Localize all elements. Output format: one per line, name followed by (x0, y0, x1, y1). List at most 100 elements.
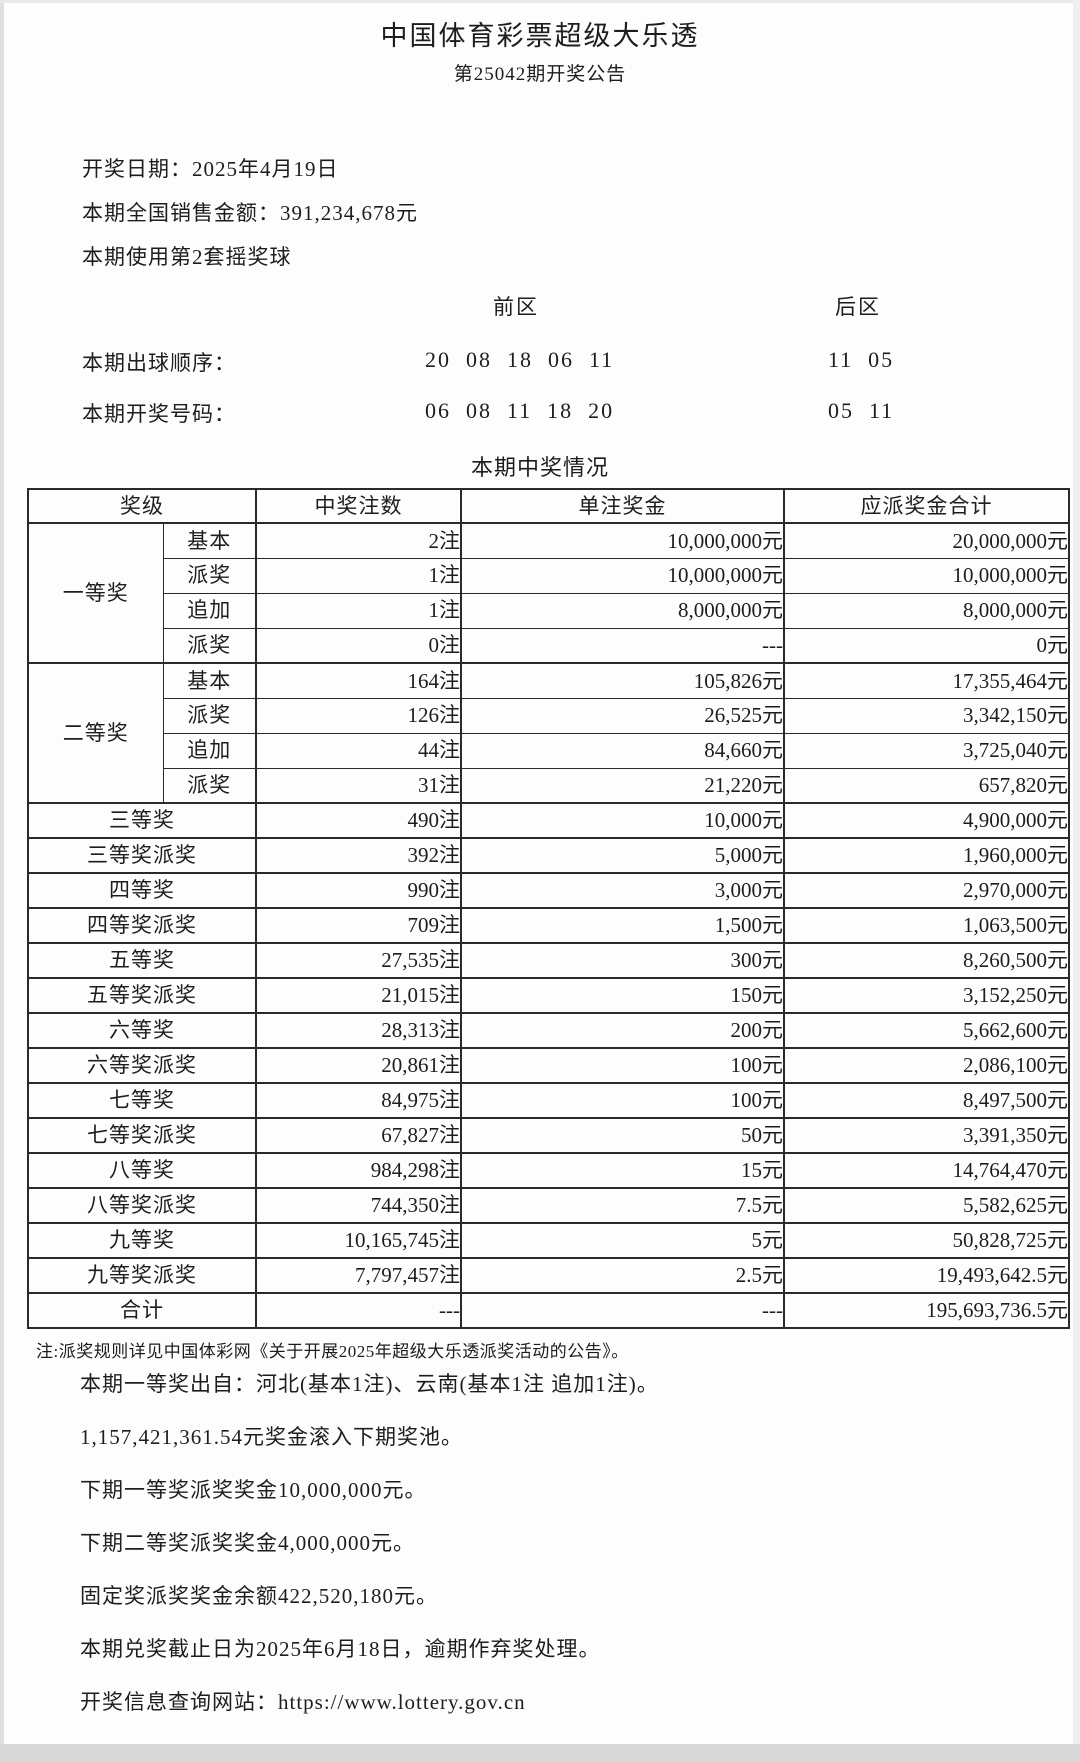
header-count: 中奖注数 (255, 488, 462, 524)
table-row: 四等奖 990注 3,000元 2,970,000元 (27, 872, 1070, 909)
level-cell: 八等奖派奖 (27, 1187, 257, 1224)
rear-zone-numbers: 05 11 (828, 398, 895, 423)
table-row: 九等奖派奖 7,797,457注 2.5元 19,493,642.5元 (27, 1257, 1070, 1294)
count-cell: 0注 (255, 627, 462, 664)
total-cell: 2,086,100元 (783, 1047, 1070, 1084)
count-cell: --- (255, 1292, 462, 1329)
level-cell: 三等奖 (27, 802, 257, 839)
level-cell: 七等奖派奖 (27, 1117, 257, 1154)
front-zone-numbers: 06 08 11 18 20 (425, 398, 615, 423)
count-cell: 126注 (255, 697, 462, 734)
table-row: 派奖 126注 26,525元 3,342,150元 (28, 697, 1070, 734)
table-note: 注:派奖规则详见中国体彩网《关于开展2025年超级大乐透派奖活动的公告》。 (36, 1342, 629, 1361)
count-cell: 164注 (255, 662, 462, 699)
count-cell: 28,313注 (255, 1012, 462, 1049)
total-cell: 8,497,500元 (783, 1082, 1070, 1119)
level-cell: 四等奖派奖 (27, 907, 257, 944)
draw-row-label: 本期开奖号码： (82, 402, 236, 426)
level-cell: 一等奖 (27, 522, 164, 664)
subtype-cell: 基本 (162, 662, 257, 699)
subtype-cell: 派奖 (162, 767, 257, 804)
draw-row: 本期开奖号码： 06 08 11 18 20 05 11 (0, 398, 1080, 449)
info-line: 本期使用第2套摇奖球 (82, 245, 292, 269)
prize-cell: 105,826元 (460, 662, 785, 699)
prize-cell: 15元 (460, 1152, 785, 1189)
total-cell: 20,000,000元 (783, 522, 1070, 559)
total-cell: 3,342,150元 (783, 697, 1070, 734)
table-row: 一等奖 基本 2注 10,000,000元 20,000,000元 (27, 522, 1070, 664)
footer-line: 本期一等奖出自：河北(基本1注)、云南(基本1注 追加1注)。 (80, 1372, 659, 1396)
prize-table: 奖级 中奖注数 单注奖金 应派奖金合计 一等奖 基本 2注 10,000,000元 20… (27, 488, 1070, 1329)
count-cell: 2注 (255, 522, 462, 559)
scan-edge-bottom (0, 1744, 1080, 1761)
prize-cell: 10,000元 (460, 802, 785, 839)
front-zone-label: 前区 (493, 295, 539, 319)
page-subtitle: 第25042期开奖公告 (453, 64, 627, 85)
total-cell: 0元 (783, 627, 1070, 664)
total-cell: 10,000,000元 (783, 557, 1070, 594)
table-row: 派奖 0注 --- 0元 (28, 627, 1070, 664)
level-cell: 九等奖 (27, 1222, 257, 1259)
rear-zone-numbers: 11 05 (828, 347, 895, 372)
level-cell: 七等奖 (27, 1082, 257, 1119)
total-cell: 3,725,040元 (783, 732, 1070, 769)
total-cell: 4,900,000元 (783, 802, 1070, 839)
prize-cell: 10,000,000元 (460, 522, 785, 559)
table-row: 派奖 31注 21,220元 657,820元 (28, 767, 1070, 804)
count-cell: 990注 (255, 872, 462, 909)
footer-line: 开奖信息查询网站：https://www.lottery.gov.cn (80, 1690, 526, 1714)
table-row: 四等奖派奖 709注 1,500元 1,063,500元 (27, 907, 1070, 944)
prize-cell: 2.5元 (460, 1257, 785, 1294)
prize-cell: 3,000元 (460, 872, 785, 909)
count-cell: 10,165,745注 (255, 1222, 462, 1259)
count-cell: 84,975注 (255, 1082, 462, 1119)
rear-zone-label: 后区 (835, 295, 881, 319)
table-row: 九等奖 10,165,745注 5元 50,828,725元 (27, 1222, 1070, 1259)
table-row: 五等奖派奖 21,015注 150元 3,152,250元 (27, 977, 1070, 1014)
table-row: 三等奖派奖 392注 5,000元 1,960,000元 (27, 837, 1070, 874)
total-cell: 195,693,736.5元 (783, 1292, 1070, 1329)
scan-edge-left (0, 0, 4, 1761)
prize-cell: 26,525元 (460, 697, 785, 734)
header-level: 奖级 (27, 488, 257, 524)
total-cell: 5,662,600元 (783, 1012, 1070, 1049)
prize-cell: --- (460, 627, 785, 664)
subtype-cell: 追加 (162, 732, 257, 769)
total-cell: 3,152,250元 (783, 977, 1070, 1014)
page-title: 中国体育彩票超级大乐透 (380, 21, 700, 51)
count-cell: 1注 (255, 557, 462, 594)
prize-cell: 150元 (460, 977, 785, 1014)
count-cell: 27,535注 (255, 942, 462, 979)
footer-line: 1,157,421,361.54元奖金滚入下期奖池。 (80, 1425, 463, 1449)
total-cell: 50,828,725元 (783, 1222, 1070, 1259)
prize-table-body: 一等奖 基本 2注 10,000,000元 20,000,000元 派奖 1注 10,000,… (27, 522, 1070, 1329)
level-cell: 六等奖 (27, 1012, 257, 1049)
count-cell: 744,350注 (255, 1187, 462, 1224)
level-cell: 二等奖 (27, 662, 164, 804)
table-header-row: 奖级 中奖注数 单注奖金 应派奖金合计 (27, 488, 1070, 524)
count-cell: 392注 (255, 837, 462, 874)
draw-row: 本期出球顺序： 20 08 18 06 11 11 05 (0, 347, 1080, 398)
subtype-cell: 基本 (162, 522, 257, 559)
draw-row-label: 本期出球顺序： (82, 351, 236, 375)
table-row: 派奖 1注 10,000,000元 10,000,000元 (28, 557, 1070, 594)
total-cell: 1,063,500元 (783, 907, 1070, 944)
prize-cell: 7.5元 (460, 1187, 785, 1224)
level-cell: 五等奖 (27, 942, 257, 979)
level-cell: 四等奖 (27, 872, 257, 909)
total-cell: 5,582,625元 (783, 1187, 1070, 1224)
total-cell: 8,000,000元 (783, 592, 1070, 629)
table-row: 追加 1注 8,000,000元 8,000,000元 (28, 592, 1070, 629)
winning-section-title: 本期中奖情况 (470, 455, 609, 480)
level-cell: 六等奖派奖 (27, 1047, 257, 1084)
prize-cell: 300元 (460, 942, 785, 979)
subtype-cell: 派奖 (162, 627, 257, 664)
count-cell: 709注 (255, 907, 462, 944)
footer-line: 本期兑奖截止日为2025年6月18日，逾期作弃奖处理。 (80, 1637, 601, 1661)
header-prize: 单注奖金 (460, 488, 785, 524)
info-line: 开奖日期：2025年4月19日 (82, 157, 339, 181)
subtype-cell: 派奖 (162, 557, 257, 594)
prize-cell: 5,000元 (460, 837, 785, 874)
total-cell: 657,820元 (783, 767, 1070, 804)
footer-line: 下期二等奖派奖奖金4,000,000元。 (80, 1531, 415, 1555)
